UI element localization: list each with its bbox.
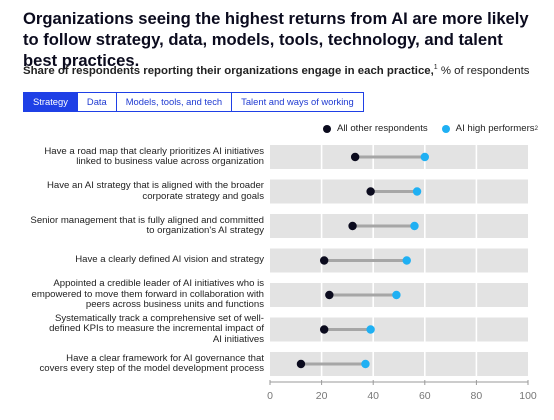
row-label-line: peers across business units and function… bbox=[85, 299, 264, 311]
row-label-line: Appointed a credible leader of AI initia… bbox=[53, 278, 264, 290]
tab-strategy[interactable]: Strategy bbox=[23, 92, 78, 112]
dot-ai-high-performers bbox=[366, 325, 375, 334]
row-label: Have a clear framework for AI governance… bbox=[19, 352, 264, 375]
row-label-line: Have an AI strategy that is aligned with… bbox=[46, 180, 264, 191]
subtitle-units: % of respondents bbox=[437, 64, 530, 77]
dot-all-respondents bbox=[348, 221, 357, 231]
legend-footnote-mark: 2 bbox=[534, 125, 538, 132]
tab-data[interactable]: Data bbox=[76, 92, 117, 112]
dot-ai-high-performers bbox=[402, 256, 411, 265]
dot-ai-high-performers bbox=[412, 187, 422, 196]
row-label-line: to organization's AI strategy bbox=[146, 225, 264, 236]
dot-ai-high-performers bbox=[410, 221, 419, 231]
chart-subtitle: Share of respondents reporting their org… bbox=[23, 60, 543, 79]
row-label-line: covers every step of the model developme… bbox=[39, 363, 264, 374]
dot-all-respondents bbox=[319, 325, 329, 334]
dot-ai-high-performers bbox=[420, 152, 429, 162]
x-axis-tick-label: 60 bbox=[419, 390, 431, 402]
subtitle-footnote-mark: 1 bbox=[433, 64, 438, 71]
row-label: Senior management that is fully aligned … bbox=[19, 214, 264, 237]
row-label-line: Senior management that is fully aligned … bbox=[30, 214, 264, 226]
dot-ai-high-performers bbox=[392, 290, 401, 300]
row-label-line: linked to business value across organiza… bbox=[76, 156, 264, 167]
x-axis-tick-label: 0 bbox=[267, 390, 273, 402]
row-label-line: Have a road map that clearly prioritizes… bbox=[44, 145, 264, 157]
row-label-line: corporate strategy and goals bbox=[142, 190, 264, 202]
legend-marker-ai-high-performers bbox=[441, 124, 450, 133]
tab-talent-ways-of-working[interactable]: Talent and ways of working bbox=[231, 92, 364, 112]
row-label-line: Systematically track a comprehensive set… bbox=[54, 312, 264, 324]
legend-item-all-respondents: All other respondents bbox=[323, 123, 428, 134]
row-band bbox=[270, 317, 528, 342]
x-axis-tick-label: 80 bbox=[471, 390, 483, 402]
row-label: Have an AI strategy that is aligned with… bbox=[19, 180, 264, 202]
dot-all-respondents bbox=[366, 187, 375, 196]
row-label: Have a clearly defined AI vision and str… bbox=[19, 255, 264, 266]
dot-all-respondents bbox=[296, 359, 306, 369]
row-label-line: Have a clear framework for AI governance… bbox=[66, 352, 264, 364]
row-label-line: empowered to move them forward in collab… bbox=[31, 288, 265, 300]
chart-legend: All other respondents AI high performers… bbox=[323, 123, 552, 134]
legend-label-all-respondents: All other respondents bbox=[337, 123, 428, 134]
row-label: Appointed a credible leader of AI initia… bbox=[19, 278, 265, 311]
x-axis-tick-label: 20 bbox=[316, 390, 328, 402]
legend-marker-all-respondents bbox=[323, 124, 331, 133]
subtitle-main: Share of respondents reporting their org… bbox=[23, 64, 434, 77]
row-label: Systematically track a comprehensive set… bbox=[19, 312, 264, 346]
dot-all-respondents bbox=[350, 152, 360, 162]
dot-ai-high-performers bbox=[361, 359, 370, 369]
x-axis-tick-label: 100 bbox=[519, 390, 537, 402]
chart-title: Organizations seeing the highest returns… bbox=[23, 9, 529, 70]
x-axis-tick-label: 40 bbox=[367, 390, 379, 402]
row-label-line: defined KPIs to measure the incremental … bbox=[49, 323, 264, 335]
row-label-line: AI initiatives bbox=[212, 333, 264, 345]
dot-all-respondents bbox=[319, 256, 329, 265]
row-label: Have a road map that clearly prioritizes… bbox=[19, 145, 264, 168]
row-label-line: Have a clearly defined AI vision and str… bbox=[75, 254, 264, 266]
dot-all-respondents bbox=[325, 290, 334, 300]
legend-item-ai-high-performers: AI high performers 2 bbox=[441, 123, 538, 134]
legend-label-ai-high-performers: AI high performers bbox=[455, 123, 535, 134]
category-tabs: Strategy Data Models, tools, and tech Ta… bbox=[23, 92, 364, 112]
